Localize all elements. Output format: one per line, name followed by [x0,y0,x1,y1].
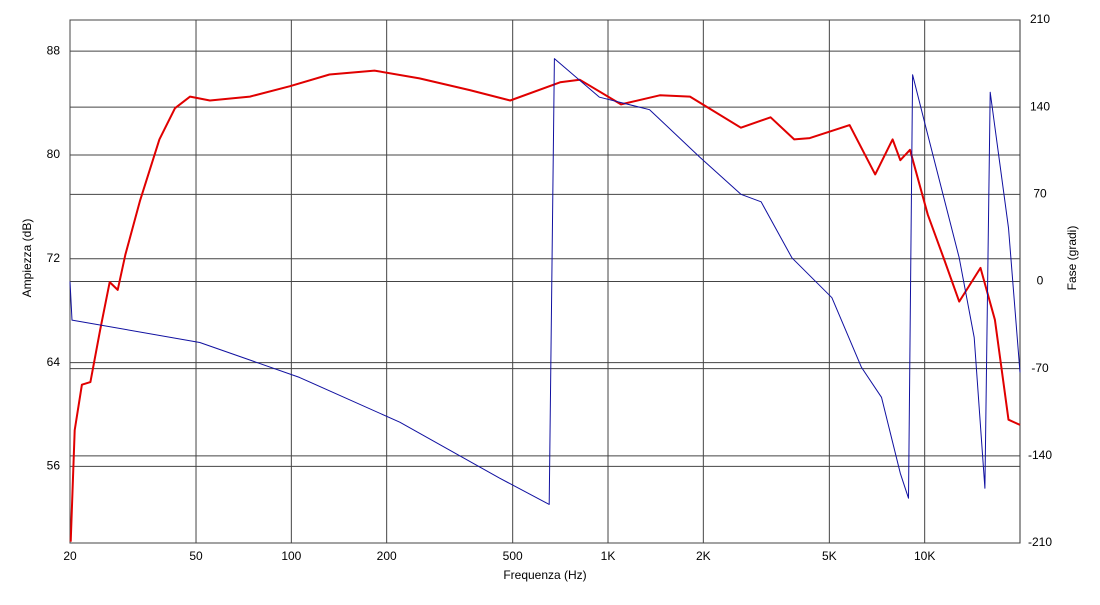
y2-tick-label: 140 [1030,99,1050,113]
x-tick-label: 1K [601,549,616,563]
y2-tick-label: 210 [1030,12,1050,26]
x-axis-label: Frequenza (Hz) [503,568,586,582]
y2-axis-label: Fase (gradi) [1065,226,1079,291]
y-tick-label: 80 [47,147,61,161]
y-tick-label: 56 [47,459,61,473]
y2-tick-label: 70 [1033,187,1047,201]
y-tick-label: 88 [47,43,61,57]
x-tick-label: 50 [189,549,203,563]
x-tick-label: 100 [281,549,301,563]
y2-tick-label: -140 [1028,448,1052,462]
x-tick-label: 200 [377,549,397,563]
x-tick-label: 10K [914,549,935,563]
y2-tick-label: -70 [1031,361,1049,375]
series-line [69,69,1021,542]
x-tick-label: 500 [503,549,523,563]
x-tick-label: 2K [696,549,711,563]
series-line [69,58,1021,505]
y2-tick-label: 0 [1037,274,1044,288]
y2-tick-label: -210 [1028,535,1052,549]
x-tick-label: 20 [63,549,77,563]
y-axis-label: Ampiezza (dB) [20,219,34,298]
y-tick-label: 64 [47,355,61,369]
y-tick-label: 72 [47,251,61,265]
x-tick-label: 5K [822,549,837,563]
